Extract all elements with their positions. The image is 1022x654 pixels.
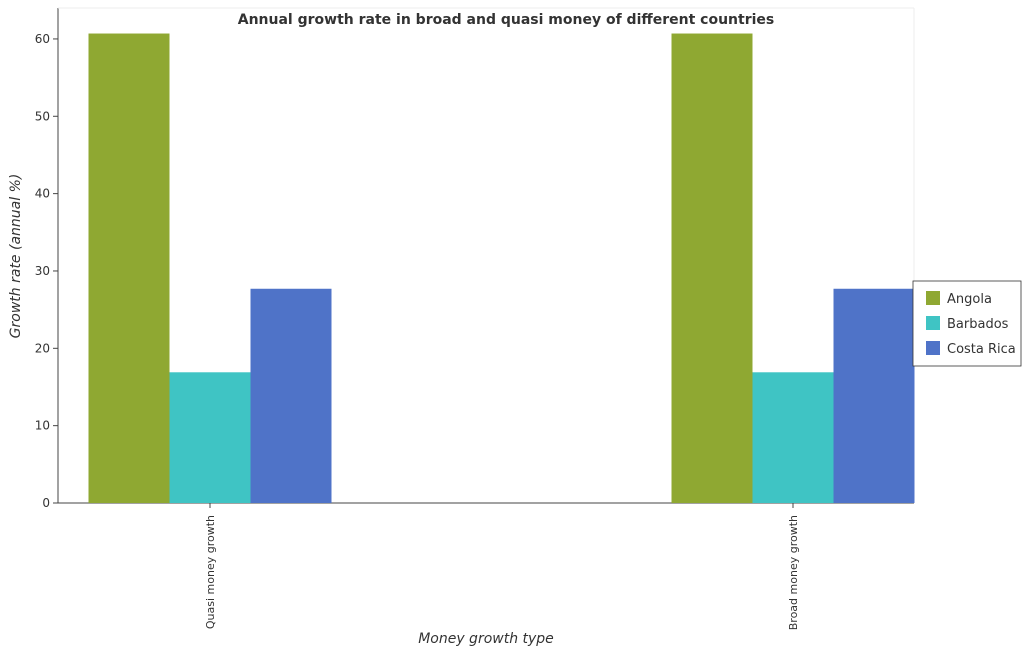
- y-tick-label: 30: [35, 264, 50, 278]
- y-tick-label: 20: [35, 341, 50, 355]
- x-axis: Quasi money growth Broad money growth: [204, 503, 800, 630]
- y-tick-label: 60: [35, 32, 50, 46]
- y-tick-label: 40: [35, 187, 50, 201]
- y-tick-label: 0: [42, 496, 50, 510]
- x-axis-label: Money growth type: [418, 631, 554, 647]
- bar-angola: [671, 33, 753, 503]
- y-axis-label: Growth rate (annual %): [8, 174, 24, 339]
- legend-label: Costa Rica: [947, 342, 1016, 357]
- y-tick-label: 10: [35, 419, 50, 433]
- bar-barbados: [752, 372, 834, 503]
- legend-label: Barbados: [947, 317, 1009, 332]
- legend-swatch: [926, 316, 940, 330]
- bar-costa-rica: [833, 288, 915, 503]
- chart-title: Annual growth rate in broad and quasi mo…: [238, 12, 774, 28]
- legend-swatch: [926, 291, 940, 305]
- bar-costa-rica: [250, 288, 332, 503]
- y-axis: 0 10 20 30 40 50 60: [35, 32, 58, 510]
- legend: Angola Barbados Costa Rica: [912, 280, 1022, 367]
- bar-barbados: [169, 372, 251, 503]
- x-tick-label: Quasi money growth: [204, 515, 217, 629]
- legend-label: Angola: [947, 292, 992, 307]
- bar-angola: [88, 33, 170, 503]
- y-tick-label: 50: [35, 109, 50, 123]
- x-tick-label: Broad money growth: [787, 515, 800, 630]
- bars: [88, 33, 915, 503]
- legend-swatch: [926, 341, 940, 355]
